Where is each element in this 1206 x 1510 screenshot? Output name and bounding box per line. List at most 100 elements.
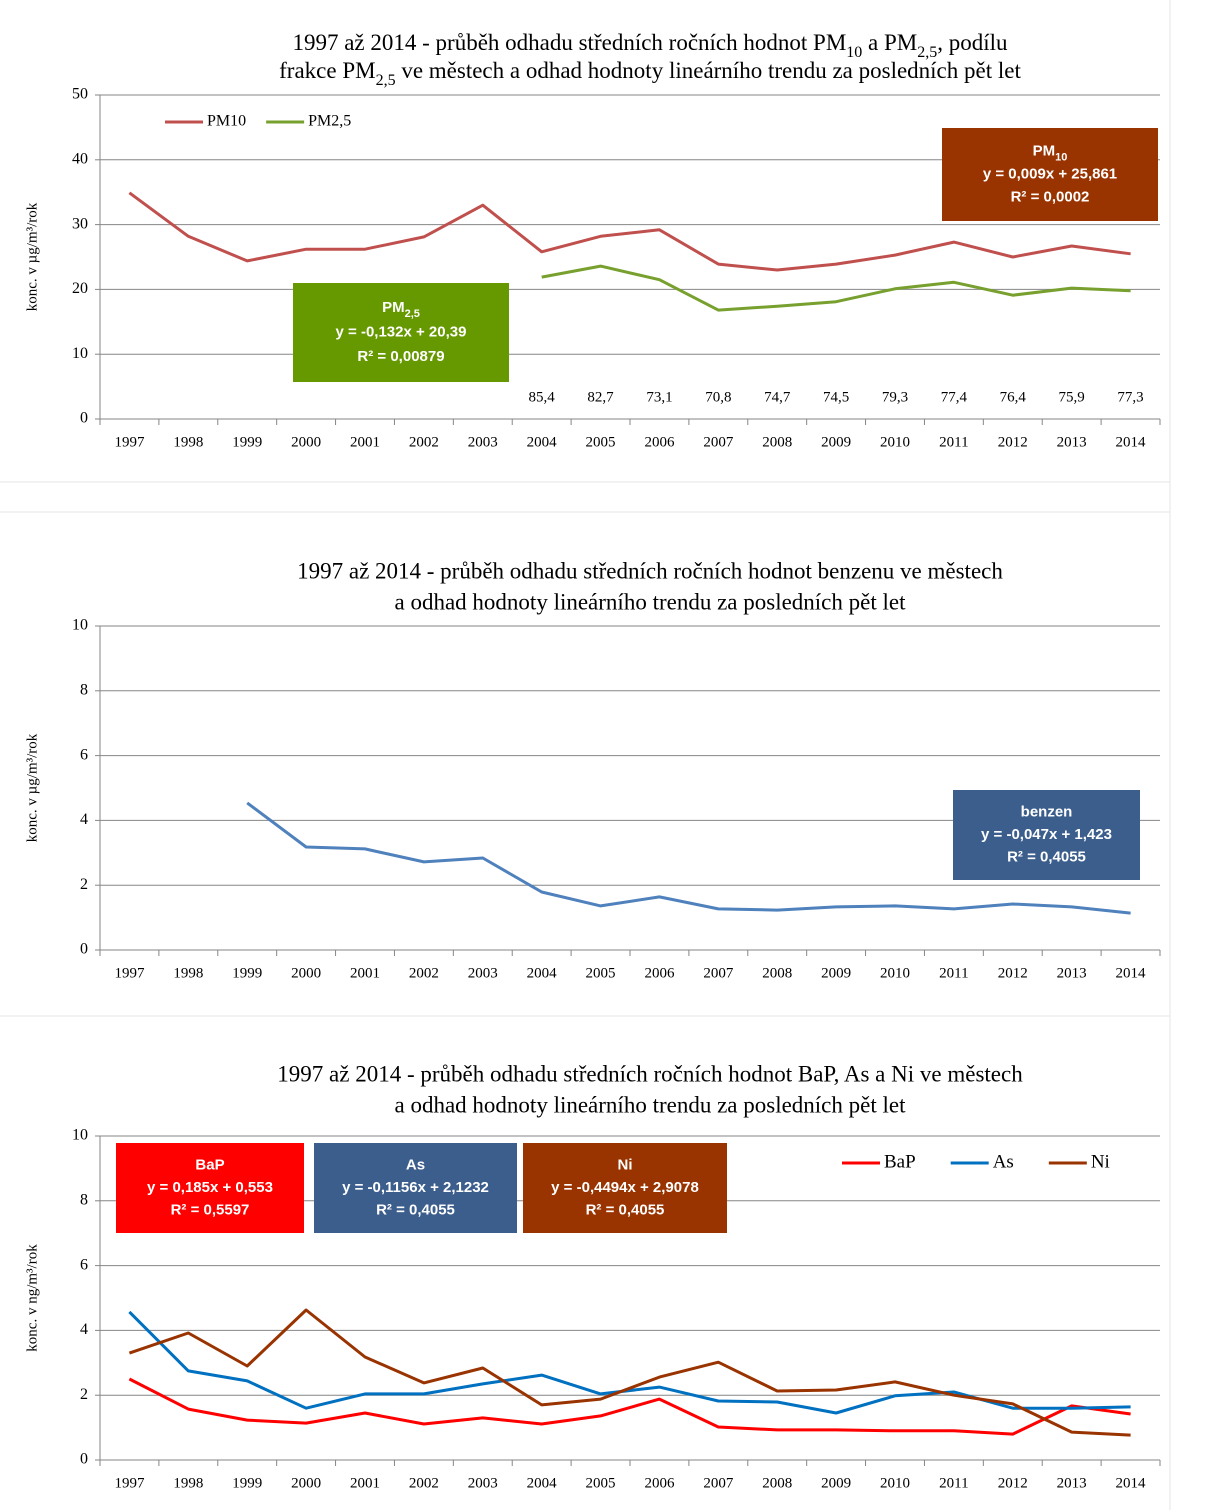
x-tick-label: 2012 (998, 1475, 1028, 1491)
x-tick-label: 2009 (821, 434, 851, 450)
x-tick-label: 2001 (350, 434, 380, 450)
y-tick-label: 2 (80, 1386, 88, 1403)
x-tick-label: 2006 (644, 434, 675, 450)
y-tick-label: 50 (72, 86, 88, 103)
trend-box-bg (523, 1143, 727, 1233)
trend-text: y = -0,132x + 20,39 (336, 323, 467, 340)
x-tick-label: 2001 (350, 965, 380, 981)
trend-box: PM10​ y = 0,009x + 25,861 R² = 0,0002 (942, 128, 1158, 221)
trend-box-bg (314, 1143, 517, 1233)
y-axis-label: konc. v µg/m³/rok (24, 202, 40, 311)
x-tick-label: 2008 (762, 1475, 792, 1491)
x-tick-label: 2001 (350, 1475, 380, 1491)
x-tick-label: 2003 (468, 965, 498, 981)
x-tick-label: 2013 (1057, 965, 1087, 981)
trend-box: BaP y = 0,185x + 0,553 R² = 0,5597 (116, 1143, 304, 1233)
x-tick-label: 2011 (939, 1475, 968, 1491)
x-tick-label: 2013 (1057, 1475, 1087, 1491)
x-tick-label: 2005 (586, 965, 616, 981)
trend-box: benzen y = -0,047x + 1,423 R² = 0,4055 (953, 790, 1140, 880)
x-tick-label: 1997 (114, 1475, 145, 1491)
x-tick-label: 2010 (880, 965, 910, 981)
x-tick-label: 2010 (880, 434, 910, 450)
x-tick-label: 2004 (527, 434, 558, 450)
y-tick-label: 0 (80, 941, 88, 958)
trend-text: y = 0,009x + 25,861 (983, 165, 1117, 182)
trend-text: As (406, 1156, 425, 1173)
x-tick-label: 2006 (644, 965, 675, 981)
chart-title: a odhad hodnoty lineárního trendu za pos… (395, 1092, 907, 1117)
trend-text: PM10​ (1033, 142, 1068, 163)
ratio-label: 70,8 (705, 389, 731, 405)
trend-text: R² = 0,5597 (171, 1201, 250, 1218)
y-tick-label: 10 (72, 617, 88, 634)
ratio-label: 73,1 (646, 389, 672, 405)
y-tick-label: 6 (80, 746, 88, 763)
trend-text: y = -0,047x + 1,423 (981, 826, 1112, 843)
series-line (128, 1377, 1131, 1436)
y-tick-label: 8 (80, 681, 88, 698)
ratio-label: 75,9 (1059, 389, 1085, 405)
series-line (541, 264, 1131, 312)
ratio-label: 74,5 (823, 389, 849, 405)
x-tick-label: 2008 (762, 434, 792, 450)
x-tick-label: 2007 (703, 1475, 734, 1491)
x-tick-label: 2007 (703, 434, 734, 450)
x-tick-label: 2012 (998, 965, 1028, 981)
x-tick-label: 2009 (821, 965, 851, 981)
x-tick-label: 2005 (586, 434, 616, 450)
x-tick-label: 2005 (586, 1475, 616, 1491)
trend-text: R² = 0,4055 (376, 1201, 455, 1218)
x-tick-label: 2002 (409, 434, 439, 450)
ratio-label: 85,4 (529, 389, 556, 405)
trend-box-bg (293, 283, 509, 382)
x-tick-label: 2004 (527, 1475, 558, 1491)
x-tick-label: 2004 (527, 965, 558, 981)
x-tick-label: 1999 (232, 1475, 262, 1491)
x-tick-label: 2003 (468, 1475, 498, 1491)
series-line (128, 1310, 1131, 1415)
y-tick-label: 10 (72, 345, 88, 362)
chart-title: 1997 až 2014 - průběh odhadu středních r… (292, 30, 1008, 61)
x-tick-label: 1997 (114, 434, 145, 450)
y-tick-label: 4 (80, 1321, 88, 1338)
trend-text: benzen (1021, 803, 1073, 820)
chart-title: 1997 až 2014 - průběh odhadu středních r… (277, 1061, 1023, 1086)
legend-label: PM10 (207, 113, 246, 130)
x-tick-label: 2000 (291, 1475, 321, 1491)
y-tick-label: 4 (80, 811, 88, 828)
legend-label: BaP (884, 1151, 916, 1172)
x-tick-label: 2011 (939, 434, 968, 450)
series-line (128, 191, 1131, 272)
trend-box-bg (942, 128, 1158, 221)
x-tick-label: 1999 (232, 434, 262, 450)
y-tick-label: 8 (80, 1191, 88, 1208)
legend-label: As (993, 1151, 1014, 1172)
x-tick-label: 2006 (644, 1475, 675, 1491)
y-axis-label: konc. v µg/m³/rok (24, 733, 40, 842)
y-tick-label: 2 (80, 876, 88, 893)
y-tick-label: 6 (80, 1256, 88, 1273)
x-tick-label: 2007 (703, 965, 734, 981)
x-tick-label: 2008 (762, 965, 792, 981)
chart-title: 1997 až 2014 - průběh odhadu středních r… (297, 558, 1003, 583)
chart-title: frakce PM2,5​ ve městech a odhad hodnoty… (279, 58, 1021, 89)
legend-label: PM2,5 (308, 113, 351, 130)
ratio-label: 76,4 (1000, 389, 1027, 405)
y-tick-label: 30 (72, 215, 88, 232)
ratio-label: 79,3 (882, 389, 908, 405)
y-tick-label: 0 (80, 410, 88, 427)
ratio-label: 82,7 (587, 389, 614, 405)
x-tick-label: 2014 (1116, 434, 1147, 450)
y-axis-label: konc. v ng/m³/rok (24, 1244, 40, 1352)
x-tick-label: 2014 (1116, 1475, 1147, 1491)
x-tick-label: 1997 (114, 965, 145, 981)
series-line (246, 801, 1131, 915)
series-line (128, 1308, 1131, 1437)
trend-box: Ni y = -0,4494x + 2,9078 R² = 0,4055 (523, 1143, 727, 1233)
trend-text: Ni (618, 1156, 633, 1173)
x-tick-label: 2000 (291, 965, 321, 981)
x-tick-label: 2011 (939, 965, 968, 981)
y-tick-label: 20 (72, 280, 88, 297)
